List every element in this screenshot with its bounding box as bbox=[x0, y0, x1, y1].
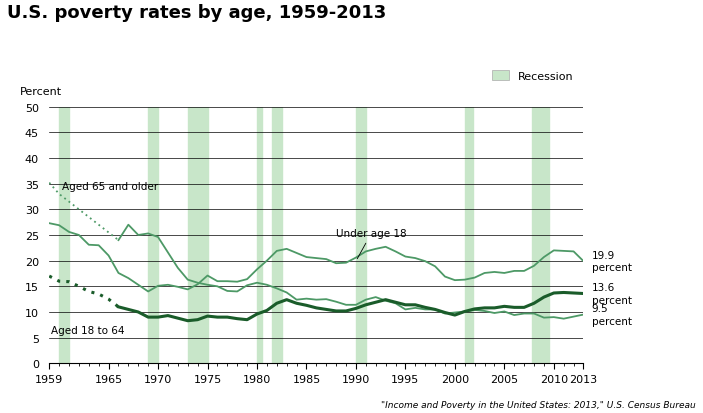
Bar bbox=[148, 107, 158, 363]
Bar bbox=[532, 107, 549, 363]
Text: 19.9
percent: 19.9 percent bbox=[591, 250, 631, 273]
Legend: Recession: Recession bbox=[488, 67, 578, 86]
Bar bbox=[465, 107, 472, 363]
Text: U.S. poverty rates by age, 1959-2013: U.S. poverty rates by age, 1959-2013 bbox=[7, 4, 386, 22]
Bar bbox=[356, 107, 366, 363]
Bar bbox=[272, 107, 282, 363]
Text: 9.5
percent: 9.5 percent bbox=[591, 304, 631, 326]
Text: Aged 65 and older: Aged 65 and older bbox=[62, 182, 158, 192]
Text: 13.6
percent: 13.6 percent bbox=[591, 282, 631, 305]
Text: Aged 18 to 64: Aged 18 to 64 bbox=[51, 325, 124, 335]
Bar bbox=[257, 107, 262, 363]
Bar bbox=[188, 107, 207, 363]
Text: "Income and Poverty in the United States: 2013," U.S. Census Bureau: "Income and Poverty in the United States… bbox=[381, 400, 696, 409]
Bar bbox=[59, 107, 69, 363]
Text: Under age 18: Under age 18 bbox=[336, 228, 407, 259]
Text: Percent: Percent bbox=[20, 87, 62, 97]
